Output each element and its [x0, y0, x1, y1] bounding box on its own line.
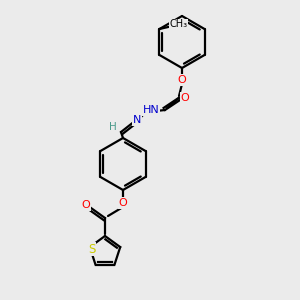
Text: O: O: [181, 93, 189, 103]
Text: O: O: [178, 75, 186, 85]
Text: O: O: [82, 200, 90, 210]
Text: S: S: [88, 243, 95, 256]
Text: O: O: [118, 198, 127, 208]
Text: H: H: [109, 122, 117, 132]
Text: N: N: [133, 115, 141, 125]
Text: HN: HN: [142, 105, 159, 115]
Text: CH₃: CH₃: [169, 19, 188, 29]
